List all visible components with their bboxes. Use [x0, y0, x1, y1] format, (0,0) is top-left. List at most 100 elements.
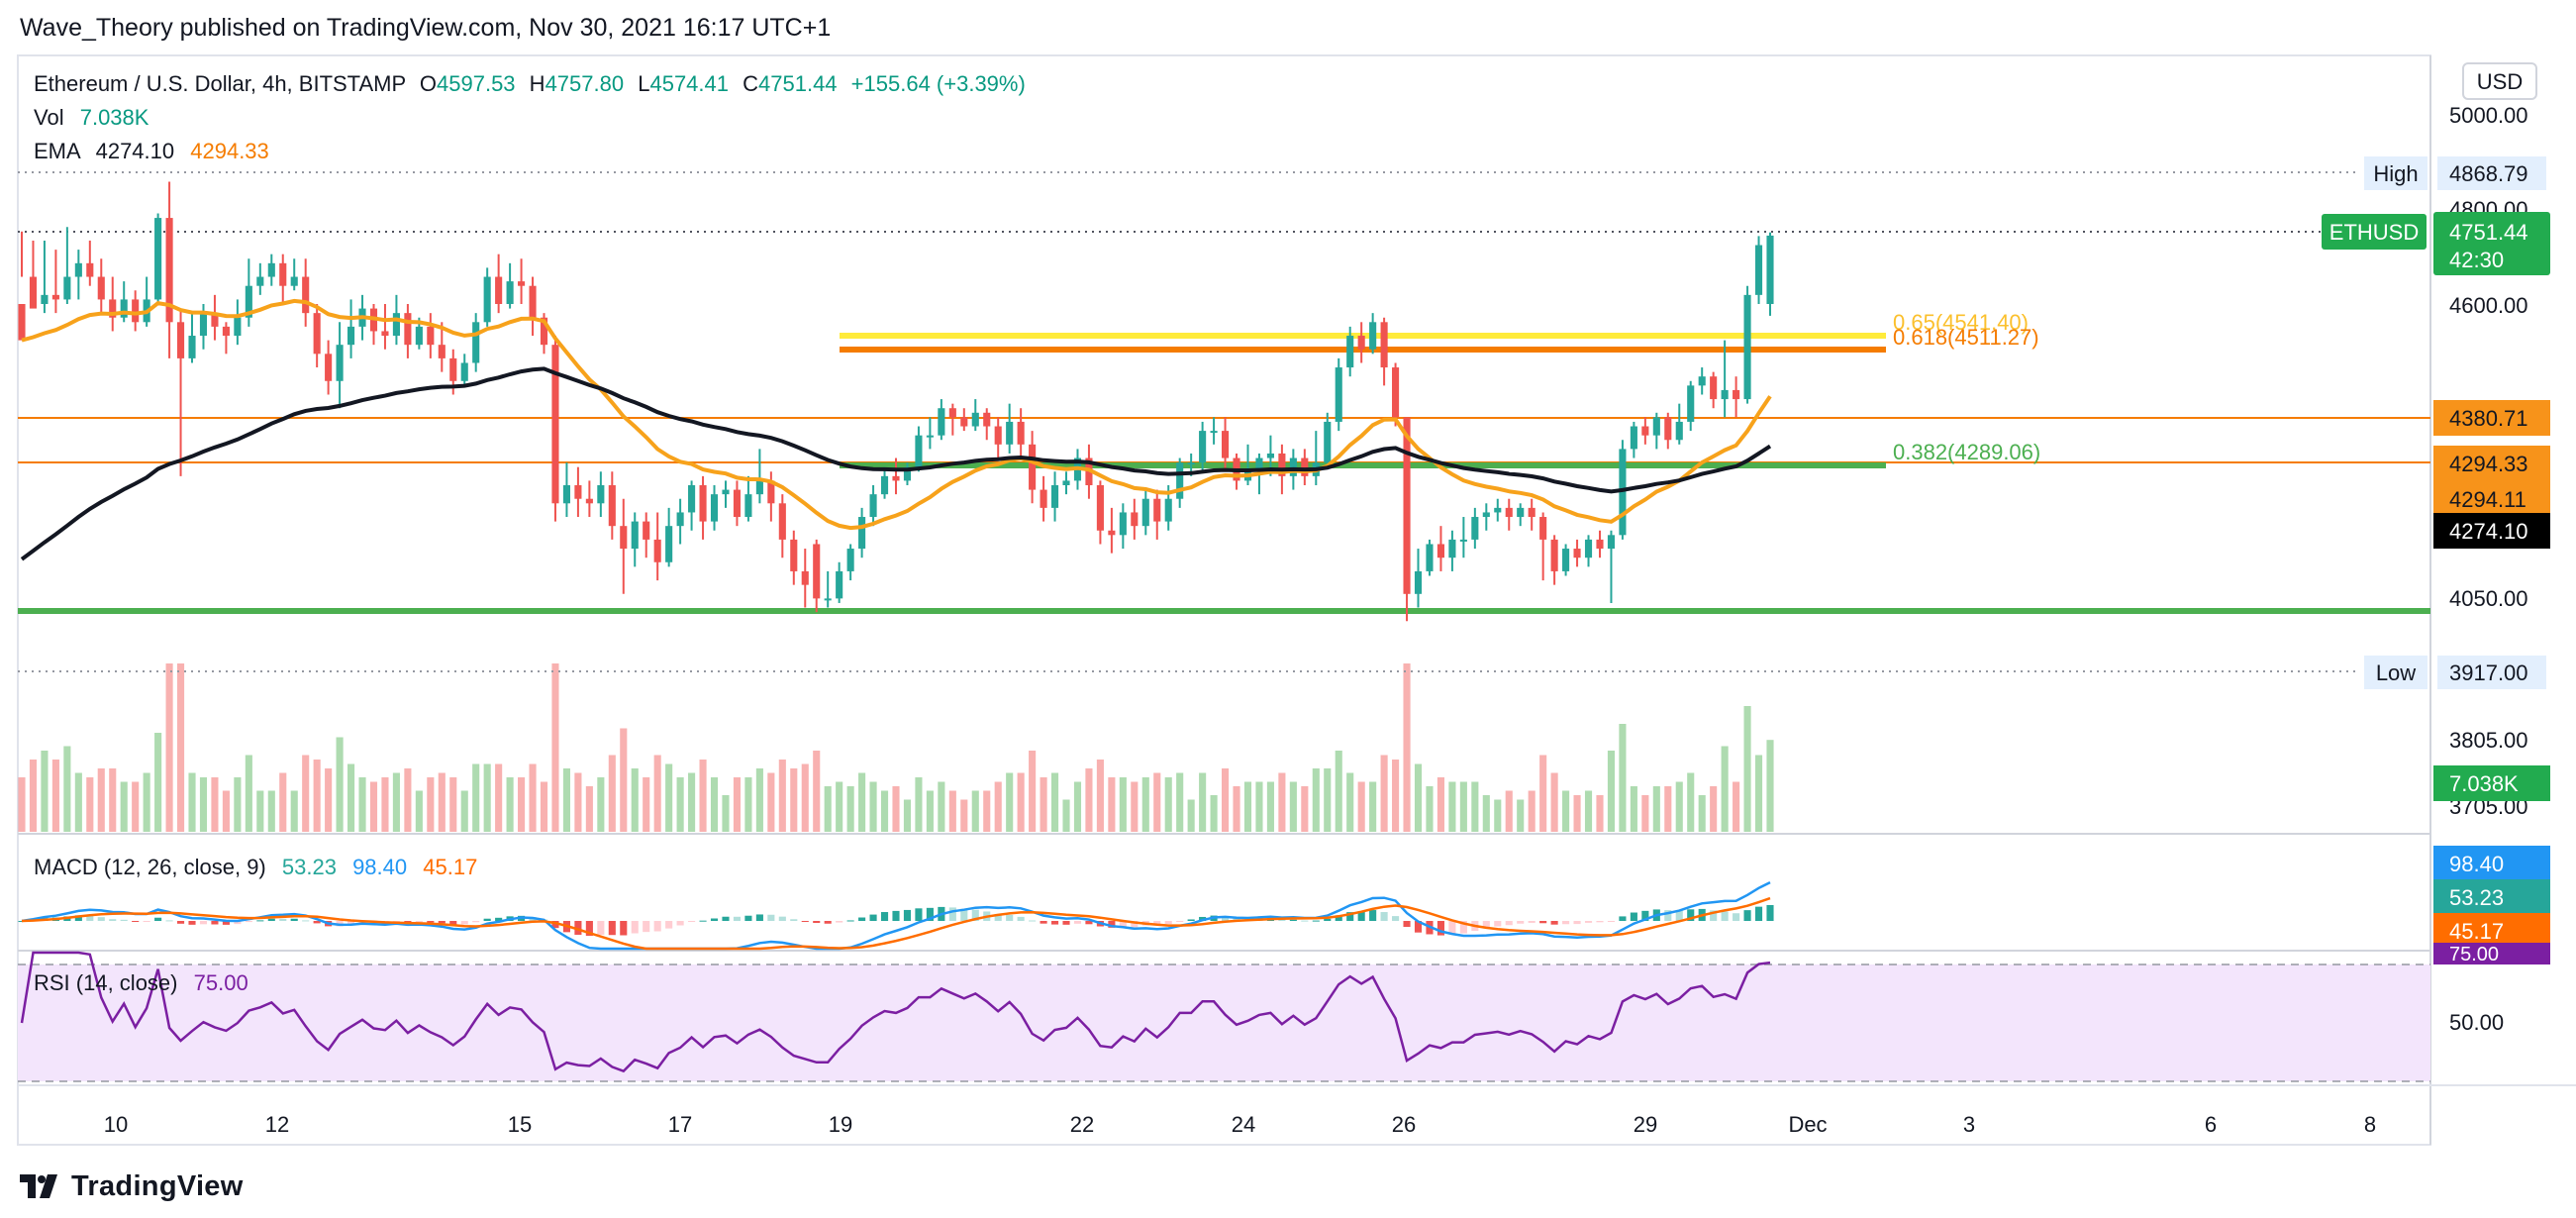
- volume-bar: [313, 760, 321, 832]
- price-axis[interactable]: USD 5000.00 4800.00 4600.00 4050.00 3805…: [2322, 62, 2550, 1035]
- volume-badge: [2433, 765, 2550, 801]
- volume-bar: [1448, 781, 1456, 832]
- candle-body: [1164, 498, 1172, 522]
- volume-bar: [653, 755, 661, 832]
- candle-body: [1187, 462, 1195, 465]
- candle-body: [506, 281, 514, 304]
- candle-body: [1346, 336, 1354, 368]
- candle-body: [1222, 431, 1230, 458]
- macd-hist-bar: [1459, 921, 1467, 934]
- volume-bar: [18, 777, 26, 832]
- candle-body: [1108, 530, 1116, 536]
- volume-bar: [1733, 781, 1740, 832]
- rsi-value-badge: [2433, 943, 2550, 964]
- macd-hist-bar: [211, 921, 219, 925]
- volume-bar: [1619, 724, 1627, 832]
- volume-bar: [1426, 786, 1434, 832]
- macd-hist-bar: [1403, 921, 1411, 928]
- svg-text:RSI (14, close) 75.00: RSI (14, close) 75.00: [34, 970, 248, 995]
- candle-body: [336, 345, 344, 381]
- candle-body: [643, 521, 650, 540]
- volume-bar: [1266, 781, 1274, 832]
- candle-body: [1266, 453, 1274, 458]
- macd-hist-bar: [279, 918, 287, 921]
- macd-hist-bar: [994, 913, 1002, 921]
- candle-body: [63, 276, 71, 300]
- macd-hist-bar: [290, 918, 298, 921]
- volume-bar: [1085, 768, 1093, 832]
- candle-body: [948, 408, 956, 418]
- candle-body: [165, 218, 173, 323]
- volume-bar: [710, 777, 719, 832]
- candle-body: [1710, 376, 1718, 400]
- volume-bar: [620, 728, 628, 832]
- candle-body: [710, 494, 719, 522]
- volume-bar: [267, 790, 275, 832]
- volume-bar: [1324, 768, 1332, 832]
- volume-bar: [97, 768, 105, 832]
- volume-bar: [336, 737, 344, 832]
- volume-bar: [1312, 768, 1320, 832]
- candle-body: [938, 408, 945, 436]
- candle-body: [1550, 539, 1558, 571]
- tradingview-logo[interactable]: TradingView: [20, 1168, 244, 1204]
- macd-value-badge: [2433, 846, 2550, 881]
- legend-open-key: O: [420, 71, 437, 96]
- candle-body: [222, 326, 230, 337]
- candle-body: [688, 485, 696, 513]
- macd-hist-bar: [1766, 904, 1774, 921]
- candle-body: [1698, 376, 1706, 386]
- candle-body: [665, 526, 673, 562]
- price-tick-4050: 4050.00: [2449, 586, 2528, 611]
- candle-body: [404, 313, 412, 346]
- candle-body: [846, 549, 854, 571]
- candle-body: [1392, 367, 1400, 418]
- volume-bar: [755, 768, 763, 832]
- macd-hist-bar: [1539, 921, 1547, 924]
- volume-bar: [824, 786, 832, 832]
- candle-body: [1017, 421, 1025, 445]
- candle-body: [1630, 426, 1637, 450]
- volume-bar: [631, 768, 639, 832]
- candle-body: [1426, 544, 1434, 571]
- macd-hist-bar: [1187, 919, 1195, 921]
- legend: Ethereum / U.S. Dollar, 4h, BITSTAMP O45…: [34, 71, 1026, 995]
- volume-bar: [518, 777, 526, 832]
- macd-hist-bar: [1562, 921, 1570, 925]
- macd-signal-value: 45.17: [423, 855, 477, 879]
- rsi-tick-50: 50.00: [2449, 1010, 2504, 1035]
- volume-bar: [302, 755, 310, 832]
- volume-bar: [1062, 799, 1070, 832]
- volume-bar: [392, 772, 400, 832]
- candle-body: [1369, 322, 1377, 350]
- candle-body: [1437, 544, 1444, 558]
- volume-bar: [234, 777, 242, 832]
- legend-high-key: H: [530, 71, 545, 96]
- candle-body: [245, 285, 252, 318]
- ema-black-line: [20, 366, 1772, 561]
- candle-body: [1573, 549, 1581, 558]
- volume-bar: [1710, 786, 1718, 832]
- candle-body: [653, 539, 661, 562]
- volume-bar: [1573, 795, 1581, 832]
- macd-hist-bar: [415, 921, 423, 923]
- macd-hist-bar: [1392, 916, 1400, 921]
- volume-bar: [483, 763, 491, 832]
- candle-body: [915, 435, 923, 467]
- rsi-value: 75.00: [194, 970, 248, 995]
- time-axis[interactable]: 10 12 15 17 19 22 24 26 29 Dec 3 6 8: [104, 1112, 2376, 1137]
- macd-hist-bar: [608, 921, 616, 936]
- candle-body: [903, 466, 912, 481]
- macd-hist-bar: [154, 917, 162, 921]
- volume-bar: [279, 772, 287, 832]
- candle-body: [1505, 507, 1513, 518]
- volume-bar: [495, 763, 503, 832]
- candle-body: [1131, 512, 1139, 527]
- candle-body: [676, 512, 684, 527]
- volume-bar: [1517, 799, 1525, 832]
- candle-body: [880, 475, 889, 495]
- volume-bar: [903, 799, 912, 832]
- macd-hist-bar: [132, 921, 140, 922]
- legend-vol-value: 7.038K: [80, 105, 149, 130]
